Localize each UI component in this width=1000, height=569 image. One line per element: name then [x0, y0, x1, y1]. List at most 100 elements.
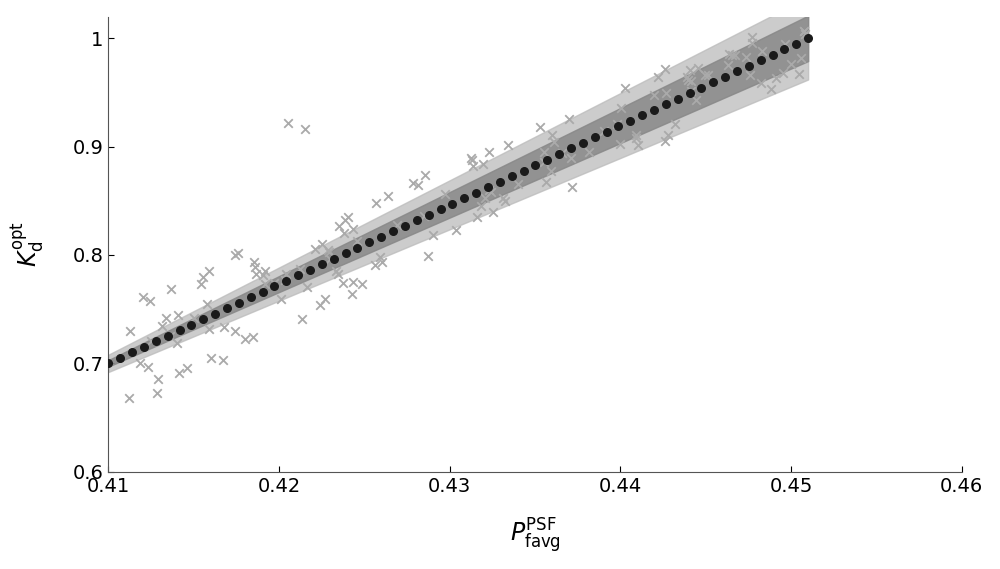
Point [292, 264, 308, 273]
Point [243, 292, 259, 302]
Point [193, 279, 209, 288]
Point [504, 171, 520, 180]
Point [201, 325, 217, 334]
Point [658, 88, 674, 97]
Point [273, 295, 289, 304]
Point [554, 148, 570, 157]
Point [326, 254, 342, 263]
Point [162, 331, 178, 340]
Point [500, 141, 516, 150]
Point [160, 331, 176, 340]
Point [361, 238, 377, 247]
Point [776, 45, 792, 54]
Point [112, 353, 128, 362]
Point [248, 270, 264, 279]
Point [538, 177, 554, 186]
Point [416, 212, 432, 221]
Point [581, 147, 597, 156]
Point [255, 271, 271, 280]
Point [630, 140, 646, 149]
Point [693, 83, 709, 92]
Point [481, 185, 497, 194]
Point [266, 282, 282, 291]
Point [754, 46, 770, 55]
Point [532, 122, 548, 131]
Point [344, 290, 360, 299]
Point [469, 212, 485, 221]
Point [257, 267, 273, 276]
Point [121, 393, 137, 402]
Point [628, 130, 644, 139]
Point [697, 71, 713, 80]
Point [796, 27, 812, 36]
Point [132, 358, 148, 368]
Point [456, 193, 472, 203]
Point [492, 177, 508, 186]
Text: $K_\mathrm{d}^\mathrm{opt}$: $K_\mathrm{d}^\mathrm{opt}$ [9, 221, 46, 267]
Point [171, 368, 187, 377]
Point [544, 131, 560, 140]
Point [230, 249, 246, 258]
Point [335, 279, 351, 288]
Point [345, 277, 361, 286]
Point [100, 359, 116, 368]
Point [290, 271, 306, 280]
Point [367, 261, 383, 270]
Point [409, 216, 425, 225]
Point [561, 114, 577, 123]
Point [551, 150, 567, 159]
Point [485, 207, 501, 216]
Point [724, 51, 740, 60]
Point [609, 119, 625, 128]
Point [536, 148, 552, 157]
Point [317, 294, 333, 303]
Point [237, 335, 253, 344]
Point [247, 263, 263, 272]
Point [465, 161, 481, 170]
Point [231, 298, 247, 307]
Point [149, 389, 165, 398]
Point [646, 105, 662, 114]
Point [255, 287, 271, 296]
Point [683, 76, 699, 85]
Point [338, 249, 354, 258]
Point [320, 246, 336, 255]
Point [148, 337, 164, 346]
Point [622, 117, 638, 126]
Point [368, 198, 384, 207]
Point [546, 138, 562, 147]
Point [219, 304, 235, 313]
Point [405, 178, 421, 187]
Point [328, 266, 344, 275]
Point [721, 50, 737, 59]
Point [122, 327, 138, 336]
Point [495, 193, 511, 202]
Point [753, 56, 769, 65]
Point [154, 321, 170, 330]
Point [683, 87, 699, 96]
Point [302, 265, 318, 274]
Point [777, 39, 793, 48]
Point [417, 170, 433, 179]
Point [527, 160, 543, 170]
Point [610, 122, 626, 131]
Point [420, 251, 436, 261]
Point [650, 72, 666, 81]
Point [421, 210, 437, 219]
Point [775, 68, 791, 77]
Point [473, 201, 489, 211]
Point [763, 85, 779, 94]
Point [543, 166, 559, 175]
Point [312, 300, 328, 310]
Point [516, 166, 532, 175]
Point [744, 38, 760, 47]
Point [331, 222, 347, 231]
Text: $P_\mathrm{favg}^\mathrm{PSF}$: $P_\mathrm{favg}^\mathrm{PSF}$ [510, 516, 561, 555]
Point [372, 253, 388, 262]
Point [617, 84, 633, 93]
Point [322, 255, 338, 264]
Point [481, 148, 497, 157]
Point [340, 213, 356, 222]
Point [142, 297, 158, 306]
Point [682, 66, 698, 75]
